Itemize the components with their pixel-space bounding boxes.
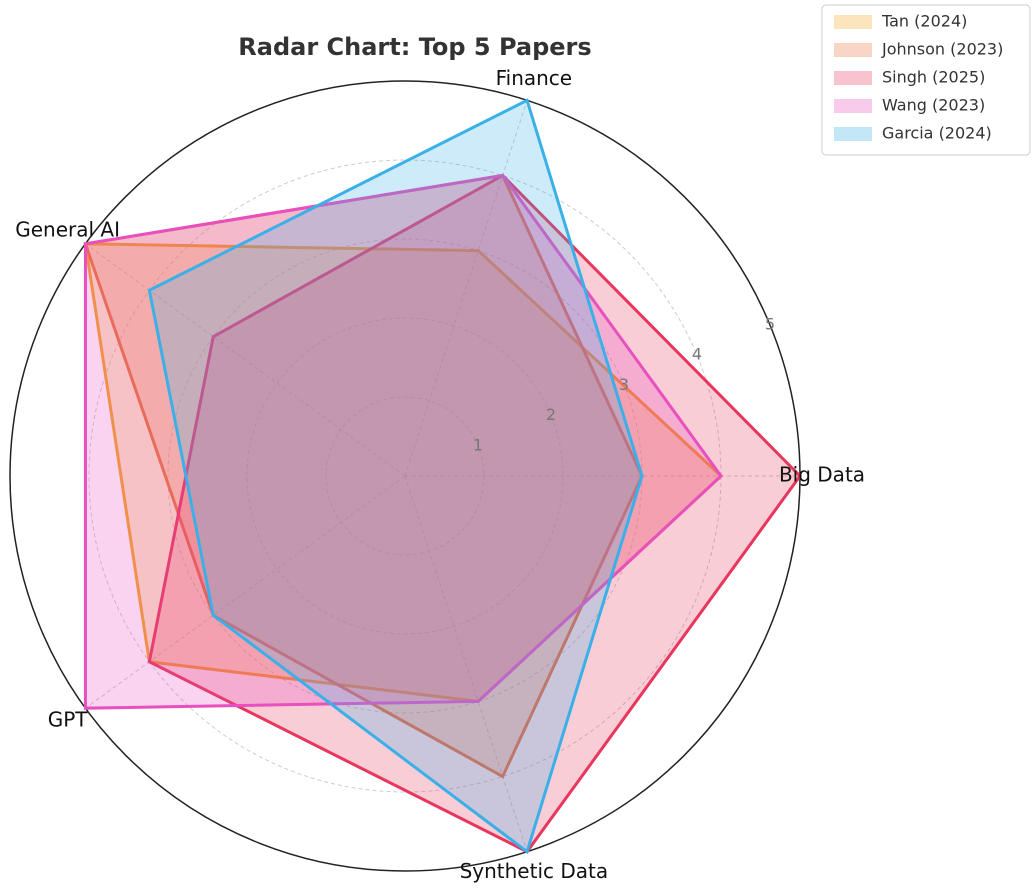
legend-box: [821, 4, 1031, 156]
legend-label: Wang (2023): [882, 96, 985, 115]
legend-label: Garcia (2024): [882, 124, 992, 143]
legend-swatch: [834, 99, 872, 113]
legend-swatch: [834, 43, 872, 57]
legend-label: Tan (2024): [881, 12, 967, 31]
r-tick-label: 3: [619, 375, 629, 394]
r-tick-label: 1: [473, 435, 483, 454]
chart-title: Radar Chart: Top 5 Papers: [238, 33, 591, 61]
spoke: [404, 475, 528, 852]
legend-swatch: [834, 15, 872, 29]
legend-label: Johnson (2023): [881, 40, 1003, 59]
axis-label: Finance: [496, 66, 573, 90]
axis-label: GPT: [48, 708, 89, 732]
legend-swatch: [834, 127, 872, 141]
axis-label: Synthetic Data: [460, 859, 609, 883]
spoke: [85, 475, 406, 709]
axis-label: Big Data: [779, 463, 865, 487]
r-tick-label: 5: [765, 314, 775, 333]
r-tick-label: 2: [546, 405, 556, 424]
spoke: [404, 100, 528, 477]
series-area: [83, 173, 723, 710]
series-area: [83, 173, 644, 779]
legend-swatch: [834, 71, 872, 85]
series-area: [147, 173, 802, 854]
series-area: [147, 98, 644, 855]
r-tick-label: 4: [692, 345, 702, 364]
legend-label: Singh (2025): [882, 68, 985, 87]
spoke: [85, 243, 406, 477]
legend: Tan (2024) Johnson (2023) Singh (2025) Wang…: [821, 4, 1031, 156]
axis-label: General AI: [15, 217, 120, 241]
